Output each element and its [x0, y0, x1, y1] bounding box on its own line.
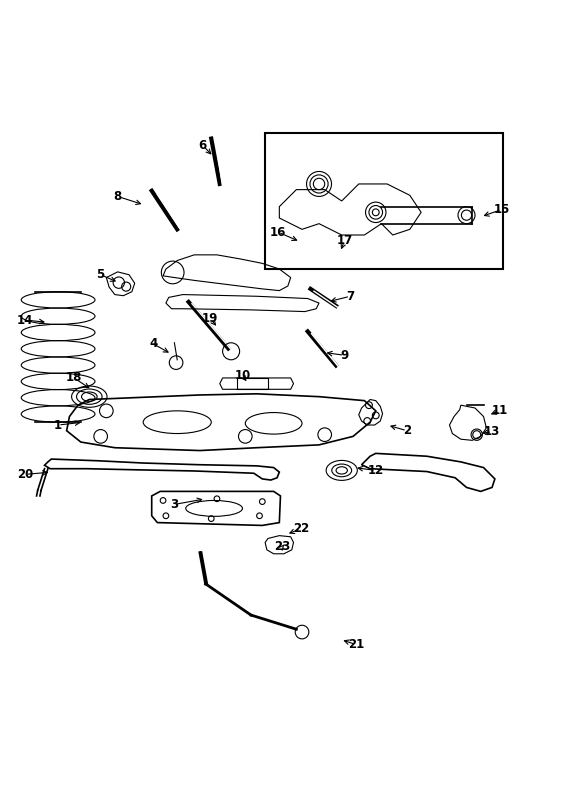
- Text: 17: 17: [336, 234, 353, 247]
- Text: 12: 12: [368, 464, 384, 477]
- Bar: [265, 133, 503, 269]
- Text: 2: 2: [403, 424, 411, 437]
- Text: 10: 10: [234, 369, 251, 382]
- Text: 13: 13: [484, 425, 500, 439]
- Text: 7: 7: [346, 290, 355, 303]
- Text: 6: 6: [198, 139, 207, 152]
- Text: 19: 19: [202, 312, 218, 325]
- Text: 11: 11: [491, 404, 507, 417]
- Text: 22: 22: [293, 523, 309, 535]
- Text: 8: 8: [113, 190, 122, 203]
- Text: 21: 21: [348, 638, 364, 651]
- Text: 20: 20: [17, 468, 33, 481]
- Text: 9: 9: [340, 348, 349, 362]
- Text: 3: 3: [170, 498, 178, 511]
- Text: 18: 18: [66, 372, 82, 384]
- Text: 14: 14: [17, 313, 34, 327]
- Text: 4: 4: [149, 337, 157, 351]
- Text: 15: 15: [494, 203, 510, 216]
- Text: 16: 16: [270, 225, 286, 239]
- Text: 5: 5: [96, 268, 105, 281]
- Bar: [237, 378, 268, 389]
- Text: 1: 1: [54, 419, 62, 431]
- Text: 23: 23: [274, 540, 290, 554]
